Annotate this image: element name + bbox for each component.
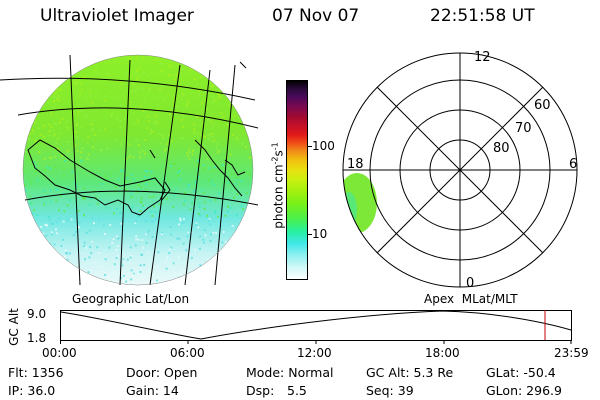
info-glon: GLon: 296.9 (486, 383, 562, 398)
timeline-x-tick-2: 12:00 (297, 346, 332, 360)
geo-image-panel (0, 54, 259, 286)
polar-grid (342, 52, 578, 288)
info-dsp-value: 5.5 (287, 383, 307, 398)
info-gain: Gain: 14 (126, 383, 179, 398)
instrument-title: Ultraviolet Imager (40, 6, 194, 26)
colorbar-tick-100: 100 (312, 139, 335, 153)
timeline-x-tick-1: 06:00 (170, 346, 205, 360)
altitude-curve (60, 310, 572, 340)
info-mode: Mode: Normal (246, 365, 334, 380)
geo-panel-label: Geographic Lat/Lon (72, 292, 190, 306)
info-ip: IP: 36.0 (8, 383, 56, 398)
colorbar (286, 80, 308, 280)
timeline-plot (60, 310, 572, 344)
colorbar-unit-label: photon cm-2s-1 (270, 142, 286, 229)
info-door: Door: Open (126, 365, 198, 380)
mlat-label-60: 60 (534, 98, 551, 113)
timeline-y-label: GC Alt (7, 308, 21, 346)
timeline-x-tick-0: 00:00 (42, 346, 77, 360)
timeline-x-tick-4: 23:59 (554, 346, 589, 360)
polar-panel: 12 0 18 6 60 70 80 (342, 50, 578, 291)
mlt-label-6: 6 (569, 157, 577, 172)
timeline-y-tick-high: 9.0 (27, 307, 47, 321)
timeline-x-tick-3: 18:00 (425, 346, 460, 360)
polar-panel-label: Apex MLat/MLT (424, 292, 518, 306)
info-glat: GLat: -50.4 (486, 365, 556, 380)
timeline-y-tick-low: 1.8 (27, 331, 47, 345)
header-time: 22:51:58 UT (430, 6, 535, 26)
mlt-label-12: 12 (474, 50, 491, 65)
mlt-label-18: 18 (347, 157, 364, 172)
mlat-label-80: 80 (493, 141, 510, 156)
mlt-label-0: 0 (466, 276, 474, 291)
info-gc-alt: GC Alt: 5.3 Re (366, 365, 454, 380)
mlat-label-70: 70 (515, 121, 532, 136)
coastline-outline (27, 61, 247, 216)
colorbar-tick-marks (308, 146, 323, 235)
info-flight: Flt: 1356 (8, 365, 64, 380)
uv-disk-image (23, 55, 253, 285)
info-dsp-label: Dsp: (246, 383, 275, 398)
header-date: 07 Nov 07 (272, 6, 360, 26)
info-seq: Seq: 39 (366, 383, 414, 398)
colorbar-tick-10: 10 (312, 227, 328, 241)
